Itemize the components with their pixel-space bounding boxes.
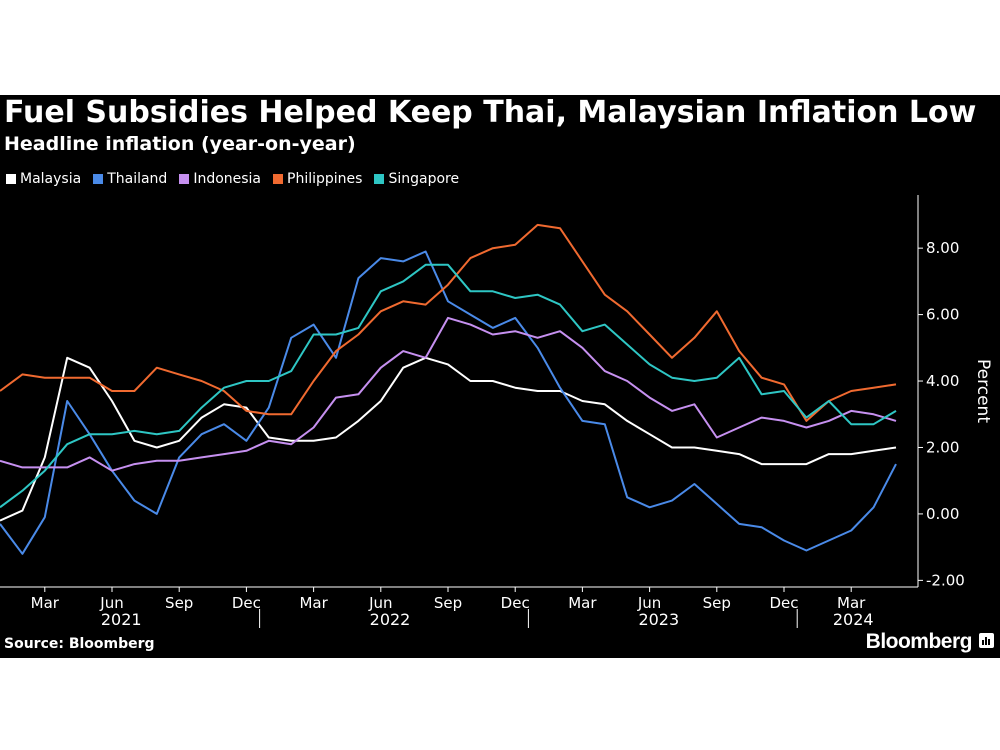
legend-item-philippines: Philippines — [273, 171, 362, 187]
legend-item-singapore: Singapore — [374, 171, 459, 187]
x-tick-label: Mar — [31, 594, 60, 612]
y-tick-label: 8.00 — [926, 239, 959, 257]
bloomberg-icon — [979, 633, 994, 648]
y-tick-label: -2.00 — [926, 571, 965, 589]
year-label: 2023 — [638, 610, 679, 629]
axes: -2.00 0.00 2.00 4.00 6.00 8.00 Percent Mar Jun Se… — [0, 195, 993, 629]
legend-swatch-malaysia — [6, 174, 16, 184]
year-label: 2022 — [370, 610, 411, 629]
year-label: 2021 — [101, 610, 142, 629]
legend-swatch-indonesia — [179, 174, 190, 184]
x-tick-label: Mar — [837, 594, 866, 612]
y-axis-title: Percent — [973, 359, 993, 423]
series-line-thailand — [0, 250, 897, 555]
legend-swatch-philippines — [273, 174, 284, 184]
chart-subtitle: Headline inflation (year-on-year) — [4, 133, 356, 155]
chart-panel: Fuel Subsidies Helped Keep Thai, Malaysi… — [0, 95, 1000, 658]
legend-label-malaysia: Malaysia — [20, 171, 82, 187]
legend-item-thailand: Thailand — [93, 171, 167, 187]
legend: Malaysia Thailand Indonesia Philippines … — [6, 170, 459, 188]
legend-label-singapore: Singapore — [388, 171, 460, 187]
series-line-singapore — [0, 263, 897, 509]
y-tick-label: 0.00 — [926, 505, 959, 523]
x-tick-label: Sep — [434, 594, 462, 612]
x-tick-label: Mar — [299, 594, 328, 612]
year-label: 2024 — [833, 610, 874, 629]
x-tick-label: Jun — [637, 594, 661, 612]
chart-title: Fuel Subsidies Helped Keep Thai, Malaysi… — [4, 95, 977, 130]
line-chart: -2.00 0.00 2.00 4.00 6.00 8.00 Percent Mar Jun Se… — [0, 195, 993, 629]
series-line-indonesia — [0, 316, 897, 472]
x-tick-label: Jun — [368, 594, 392, 612]
y-tick-label: 6.00 — [926, 306, 959, 324]
x-tick-label: Mar — [568, 594, 597, 612]
x-tick-label: Dec — [769, 594, 798, 612]
x-tick-label: Jun — [99, 594, 123, 612]
legend-swatch-singapore — [374, 174, 385, 184]
y-tick-label: 2.00 — [926, 438, 959, 456]
brand-logo: Bloomberg — [865, 630, 973, 653]
series-line-philippines — [0, 223, 897, 422]
x-tick-label: Sep — [165, 594, 193, 612]
legend-item-malaysia: Malaysia — [6, 171, 81, 187]
x-tick-label: Sep — [703, 594, 731, 612]
series-line-malaysia — [0, 356, 897, 522]
source-note: Source: Bloomberg — [4, 636, 155, 652]
legend-label-indonesia: Indonesia — [193, 171, 262, 187]
series-lines — [0, 223, 897, 555]
legend-label-philippines: Philippines — [287, 171, 363, 187]
legend-item-indonesia: Indonesia — [179, 171, 261, 187]
y-tick-label: 4.00 — [926, 372, 959, 390]
x-tick-label: Dec — [501, 594, 530, 612]
legend-label-thailand: Thailand — [107, 171, 168, 187]
x-tick-label: Dec — [232, 594, 261, 612]
legend-swatch-thailand — [93, 174, 104, 184]
